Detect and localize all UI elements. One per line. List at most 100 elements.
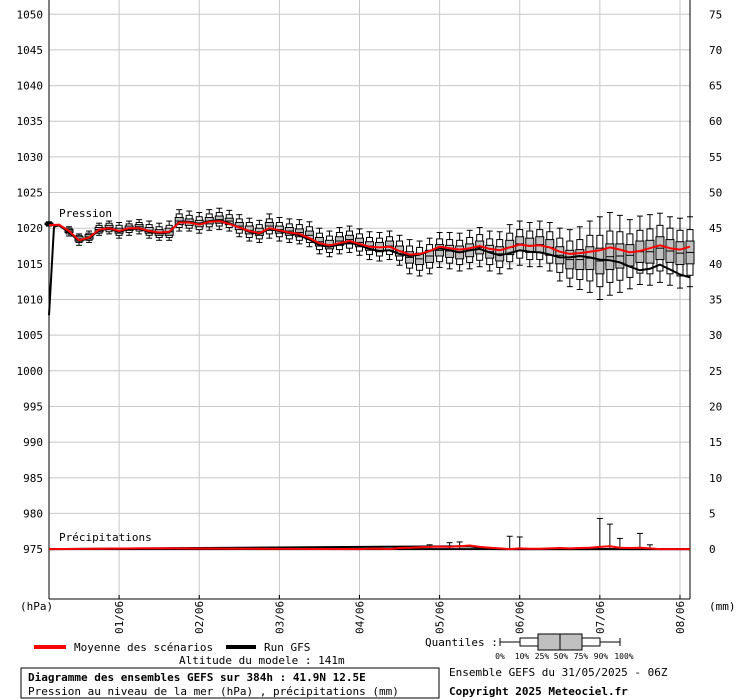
quantile-tick-labels: 0% 10% 25% 50% 75% 90% 100% bbox=[495, 652, 634, 661]
pressure-box bbox=[615, 214, 625, 293]
quantile-tick-label: 100% bbox=[614, 652, 633, 661]
right-tick-label: 5 bbox=[709, 507, 716, 520]
pressure-box bbox=[334, 226, 344, 255]
left-tick-label: 1040 bbox=[17, 80, 44, 93]
pressure-box bbox=[134, 219, 144, 235]
pressure-box bbox=[555, 227, 565, 282]
right-tick-label: 20 bbox=[709, 400, 722, 413]
x-tick-label: 05/06 bbox=[434, 601, 447, 634]
left-tick-label: 1050 bbox=[17, 8, 44, 21]
mean-pressure-line bbox=[48, 220, 691, 256]
precip-whiskers bbox=[426, 517, 653, 550]
right-tick-label: 55 bbox=[709, 151, 722, 164]
legend: Moyenne des scénarios Run GFS Altitude d… bbox=[34, 633, 634, 667]
pressure-box bbox=[565, 229, 575, 288]
right-tick-label: 45 bbox=[709, 222, 722, 235]
pressure-box bbox=[495, 231, 505, 275]
x-tick-label: 03/06 bbox=[273, 601, 286, 634]
x-axis-ticks: 01/06 02/06 03/06 04/06 05/06 06/06 07/06 08/06 bbox=[113, 595, 687, 634]
pressure-box bbox=[625, 219, 635, 290]
x-tick-label: 07/06 bbox=[594, 601, 607, 634]
right-tick-label: 60 bbox=[709, 115, 722, 128]
left-tick-label: 980 bbox=[23, 507, 43, 520]
right-tick-label: 15 bbox=[709, 436, 722, 449]
right-unit-label: (mm) bbox=[709, 600, 736, 613]
right-tick-label: 70 bbox=[709, 44, 722, 57]
pressure-box bbox=[415, 240, 425, 277]
quantile-tick-label: 25% bbox=[535, 652, 550, 661]
left-tick-label: 1035 bbox=[17, 115, 44, 128]
pressure-box bbox=[425, 237, 435, 275]
series-lines bbox=[48, 219, 691, 551]
left-tick-label: 995 bbox=[23, 400, 43, 413]
x-tick-label: 04/06 bbox=[353, 601, 366, 634]
quantiles-label: Quantiles : bbox=[425, 636, 498, 649]
legend-gfs-label: Run GFS bbox=[264, 641, 310, 654]
pressure-box bbox=[575, 226, 585, 291]
quantile-tick-label: 10% bbox=[515, 652, 530, 661]
pressure-box bbox=[595, 216, 605, 300]
x-tick-label: 08/06 bbox=[674, 601, 687, 634]
grid-lines bbox=[49, 0, 690, 599]
x-tick-label: 02/06 bbox=[193, 601, 206, 634]
left-tick-label: 1010 bbox=[17, 294, 44, 307]
footer-title: Diagramme des ensembles GEFS sur 384h : … bbox=[28, 671, 366, 684]
pressure-box bbox=[435, 231, 445, 268]
pressure-box bbox=[344, 225, 354, 253]
pressure-box bbox=[525, 221, 535, 268]
left-tick-label: 990 bbox=[23, 436, 43, 449]
quantile-tick-label: 0% bbox=[495, 652, 505, 661]
pressure-series-label: Pression bbox=[59, 207, 112, 220]
pressure-box bbox=[214, 207, 224, 231]
left-tick-label: 975 bbox=[23, 543, 43, 556]
right-tick-label: 30 bbox=[709, 329, 722, 342]
left-tick-label: 1005 bbox=[17, 329, 44, 342]
pressure-box bbox=[174, 209, 184, 232]
quantile-tick-label: 75% bbox=[574, 652, 589, 661]
copyright: Copyright 2025 Meteociel.fr bbox=[449, 685, 628, 698]
right-tick-label: 0 bbox=[709, 543, 716, 556]
left-tick-label: 1045 bbox=[17, 44, 44, 57]
pressure-box bbox=[294, 219, 304, 245]
right-tick-label: 10 bbox=[709, 472, 722, 485]
left-tick-label: 985 bbox=[23, 472, 43, 485]
mean-precip-line bbox=[48, 544, 690, 551]
footer-subtitle: Pression au niveau de la mer (hPa) , pré… bbox=[28, 685, 399, 698]
quantile-box-icon bbox=[499, 633, 621, 651]
x-tick-label: 06/06 bbox=[514, 601, 527, 634]
quantile-tick-label: 50% bbox=[554, 652, 569, 661]
left-tick-label: 1020 bbox=[17, 222, 44, 235]
pressure-box bbox=[284, 218, 294, 243]
pressure-box bbox=[605, 212, 615, 296]
pressure-box bbox=[304, 221, 314, 248]
pressure-box bbox=[665, 216, 675, 286]
right-tick-label: 65 bbox=[709, 80, 722, 93]
right-tick-label: 40 bbox=[709, 258, 722, 271]
left-tick-label: 1025 bbox=[17, 187, 44, 200]
right-tick-label: 25 bbox=[709, 365, 722, 378]
left-tick-label: 1015 bbox=[17, 258, 44, 271]
x-tick-label: 01/06 bbox=[113, 601, 126, 634]
right-tick-label: 50 bbox=[709, 187, 722, 200]
left-axis-ticks: 1050 1045 1040 1035 1030 1025 1020 1015 1010 1005… bbox=[17, 8, 44, 556]
pressure-box bbox=[685, 216, 695, 288]
pressure-box bbox=[264, 213, 274, 239]
pressure-box bbox=[675, 217, 685, 289]
pressure-box bbox=[224, 209, 234, 232]
precip-series-label: Précipitations bbox=[59, 531, 152, 544]
left-tick-label: 1030 bbox=[17, 151, 44, 164]
legend-mean-label: Moyenne des scénarios bbox=[74, 641, 213, 654]
left-tick-label: 1000 bbox=[17, 365, 44, 378]
quantile-tick-label: 90% bbox=[594, 652, 609, 661]
right-tick-label: 35 bbox=[709, 294, 722, 307]
footer-box bbox=[20, 667, 440, 699]
pressure-boxplots bbox=[44, 207, 695, 300]
altitude-label: Altitude du modele : 141m bbox=[179, 654, 345, 667]
pressure-box bbox=[385, 230, 395, 261]
pressure-box bbox=[655, 212, 665, 283]
run-label: Ensemble GEFS du 31/05/2025 - 06Z bbox=[449, 666, 668, 679]
pressure-box bbox=[645, 214, 655, 286]
